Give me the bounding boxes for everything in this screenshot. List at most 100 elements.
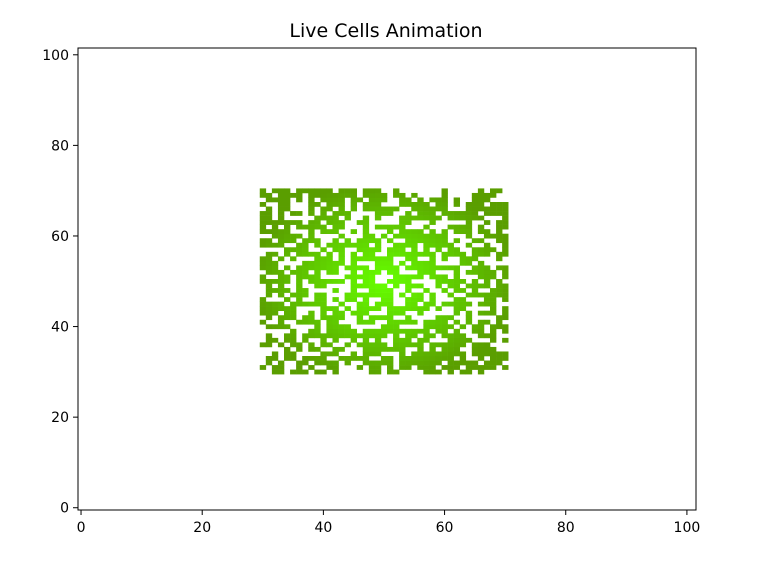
live-cell — [496, 279, 503, 284]
live-cell — [314, 202, 321, 207]
live-cell — [496, 292, 503, 298]
live-cell — [417, 292, 424, 298]
live-cell — [350, 274, 358, 280]
live-cell — [423, 233, 430, 239]
live-cell — [314, 360, 321, 366]
live-cell — [483, 279, 491, 284]
live-cell — [326, 351, 333, 357]
live-cell — [296, 247, 303, 253]
live-cell — [399, 220, 406, 225]
live-cell — [380, 265, 388, 271]
live-cell — [265, 256, 273, 262]
live-cell — [308, 301, 315, 307]
live-cell — [314, 265, 321, 271]
live-cell — [308, 220, 315, 225]
live-cell — [459, 229, 467, 235]
live-cell — [429, 269, 436, 275]
live-cell — [259, 297, 267, 302]
live-cell — [350, 337, 358, 343]
live-cell — [423, 288, 430, 293]
live-cell — [265, 310, 273, 316]
live-cell — [362, 342, 370, 348]
live-cell — [441, 279, 448, 284]
live-cell — [393, 333, 400, 339]
live-cell — [290, 269, 297, 275]
live-cell — [320, 283, 327, 289]
live-cell — [265, 301, 273, 307]
live-cell — [290, 233, 297, 239]
live-cell — [314, 356, 321, 361]
live-cell — [465, 301, 473, 307]
live-cell — [277, 283, 285, 289]
live-cell — [284, 297, 291, 302]
live-cell — [320, 315, 327, 321]
live-cell — [405, 356, 412, 361]
live-cell — [429, 211, 436, 216]
live-cell — [417, 351, 424, 357]
live-cell — [429, 220, 436, 225]
live-cell — [296, 274, 303, 280]
live-cell — [302, 247, 309, 253]
live-cell — [308, 319, 315, 325]
live-cell — [435, 238, 442, 244]
live-cell — [405, 238, 412, 244]
live-cell — [393, 269, 400, 275]
live-cell — [483, 211, 491, 216]
live-cell — [271, 365, 279, 370]
live-cell — [290, 356, 297, 361]
live-cell — [483, 192, 491, 198]
live-cell — [368, 192, 376, 198]
live-cell — [453, 360, 461, 366]
live-cell — [277, 306, 285, 312]
live-cell — [271, 269, 279, 275]
live-cell — [314, 333, 321, 339]
live-cell — [490, 297, 497, 302]
live-cell — [471, 206, 479, 212]
live-cell — [477, 328, 485, 334]
live-cell — [332, 306, 339, 312]
live-cell — [284, 337, 291, 343]
live-cell — [290, 211, 297, 216]
live-cell — [429, 297, 436, 302]
live-cell — [405, 197, 412, 203]
live-cell — [453, 342, 461, 348]
live-cell — [271, 351, 279, 357]
live-cell — [277, 202, 285, 207]
live-cell — [326, 251, 333, 257]
live-cell — [387, 369, 394, 375]
live-cell — [417, 251, 424, 257]
live-cell — [423, 306, 430, 312]
live-cell — [405, 279, 412, 284]
live-cell — [453, 265, 461, 271]
live-cell — [471, 202, 479, 207]
live-cell — [320, 369, 327, 375]
live-cell — [405, 233, 412, 239]
live-cell — [362, 360, 370, 366]
live-cell — [368, 202, 376, 207]
live-cell — [332, 365, 339, 370]
live-cell — [471, 365, 479, 370]
live-cell — [314, 283, 321, 289]
live-cell — [265, 306, 273, 312]
live-cell — [441, 242, 448, 248]
live-cell — [259, 211, 267, 216]
live-cell — [350, 206, 358, 212]
live-cell — [314, 328, 321, 334]
live-cell — [368, 346, 376, 352]
live-cell — [387, 288, 394, 293]
live-cell — [453, 306, 461, 312]
y-tick-label: 80 — [51, 138, 69, 154]
live-cell — [435, 369, 442, 375]
live-cell — [441, 351, 448, 357]
live-cell — [338, 279, 345, 284]
live-cell — [496, 251, 503, 257]
live-cell — [277, 192, 285, 198]
live-cell — [411, 238, 418, 244]
live-cell — [447, 315, 454, 321]
live-cell — [344, 292, 351, 298]
live-cell — [405, 215, 412, 221]
live-cell — [453, 337, 461, 343]
live-cell — [332, 238, 339, 244]
live-cell — [265, 260, 273, 266]
live-cell — [387, 306, 394, 312]
